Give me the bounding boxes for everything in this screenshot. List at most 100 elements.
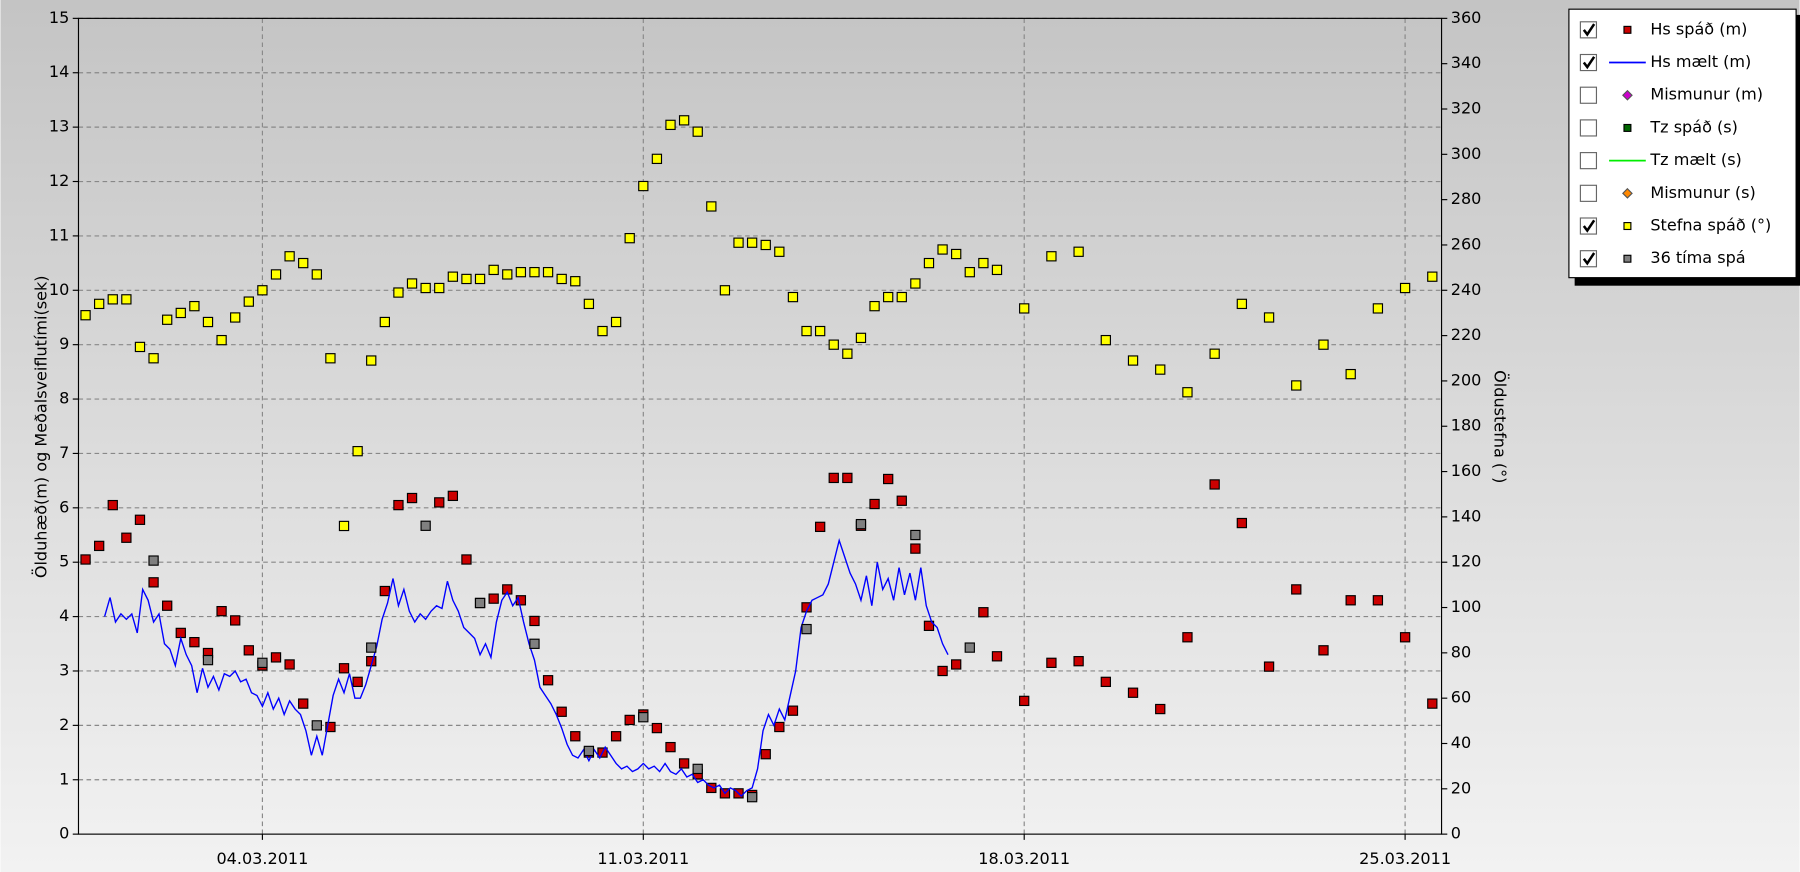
y2-tick-label: 280 [1451, 189, 1482, 208]
legend-checkbox[interactable] [1579, 86, 1598, 104]
data-point [447, 271, 459, 282]
y-axis-title: Ölduhæð(m) og Meðalsveiflutími(sek) [31, 275, 50, 578]
data-point [393, 499, 404, 511]
data-point [651, 153, 663, 165]
data-point [801, 623, 812, 635]
data-point [1399, 282, 1411, 294]
y2-tick-label: 180 [1451, 416, 1482, 435]
data-point [842, 472, 853, 484]
y-tick-label: 12 [49, 171, 69, 190]
legend-label: 36 tíma spá [1650, 248, 1745, 267]
y-tick-label: 2 [59, 715, 69, 734]
legend-label: Mismunur (s) [1650, 183, 1755, 202]
data-point [1236, 298, 1248, 310]
data-point [814, 325, 826, 337]
data-point [719, 285, 731, 296]
y2-tick-label: 0 [1451, 824, 1461, 843]
data-point [855, 332, 867, 344]
data-point [80, 554, 91, 565]
data-point [1209, 348, 1220, 359]
data-point [1046, 251, 1057, 262]
data-point [121, 532, 132, 543]
data-point [1182, 632, 1193, 643]
legend-check[interactable] [1582, 56, 1596, 70]
data-point [1046, 657, 1057, 668]
data-point [1291, 380, 1302, 391]
y-tick-label: 0 [59, 824, 69, 843]
data-point [1127, 355, 1139, 366]
data-point [570, 276, 581, 287]
data-point [706, 782, 717, 794]
data-point [883, 291, 894, 303]
data-point [706, 201, 717, 212]
data-point [298, 257, 309, 269]
data-point [638, 180, 649, 192]
data-point [910, 543, 921, 554]
legend-checkbox[interactable] [1579, 184, 1598, 202]
data-point [1427, 271, 1438, 282]
data-point [787, 705, 799, 716]
data-point [270, 269, 282, 280]
y2-tick-label: 240 [1451, 280, 1482, 299]
y-tick-label: 10 [49, 280, 69, 299]
data-point [760, 749, 771, 760]
y-tick-label: 8 [59, 389, 69, 408]
data-point [1100, 676, 1111, 688]
data-point [570, 731, 581, 742]
data-point [855, 518, 867, 530]
data-point [257, 285, 268, 296]
y2-tick-label: 220 [1451, 325, 1482, 344]
data-point [529, 266, 540, 278]
data-point [828, 472, 839, 484]
data-point [1318, 339, 1329, 350]
data-point [937, 665, 948, 677]
data-point [393, 287, 404, 298]
legend-swatch [1622, 89, 1633, 101]
data-point [923, 257, 935, 269]
data-point [202, 316, 214, 328]
data-point [1345, 368, 1356, 380]
data-point [434, 497, 445, 508]
data-point [189, 636, 200, 648]
legend-check[interactable] [1582, 252, 1596, 266]
x-tick-label: 04.03.2011 [216, 849, 308, 868]
plot-area: 0123456789101112131415020406080100120140… [49, 8, 1481, 868]
x-tick-label: 25.03.2011 [1359, 849, 1451, 868]
data-point [148, 353, 159, 364]
y2-tick-label: 80 [1451, 642, 1471, 661]
data-point [270, 652, 282, 663]
data-point [1100, 334, 1111, 346]
data-point [162, 600, 173, 611]
legend-check[interactable] [1582, 219, 1596, 233]
data-point [746, 791, 758, 803]
data-point [665, 741, 676, 753]
data-point [134, 341, 146, 353]
data-point [243, 296, 254, 307]
data-point [774, 721, 785, 733]
data-point [189, 300, 200, 312]
data-point [148, 555, 159, 566]
data-point [529, 615, 540, 627]
legend-label: Mismunur (m) [1650, 85, 1763, 104]
data-point [243, 645, 254, 656]
y2-tick-label: 60 [1451, 688, 1471, 707]
data-point [502, 584, 513, 595]
legend-label: Tz mælt (s) [1649, 150, 1741, 169]
data-point [175, 627, 186, 639]
legend-checkbox[interactable] [1579, 152, 1598, 170]
data-point [1019, 695, 1030, 707]
data-point [774, 246, 785, 257]
data-point [542, 675, 554, 686]
legend: Hs spáð (m) Hs mælt (m) Mismunur (m) Tz spá… [1568, 8, 1800, 286]
data-point [556, 273, 567, 285]
y2-tick-label: 160 [1451, 461, 1482, 480]
legend-check[interactable] [1582, 23, 1596, 37]
data-point [556, 706, 567, 717]
data-point [175, 307, 186, 319]
data-point [964, 642, 975, 653]
data-point [951, 248, 962, 260]
legend-checkbox[interactable] [1579, 119, 1598, 137]
